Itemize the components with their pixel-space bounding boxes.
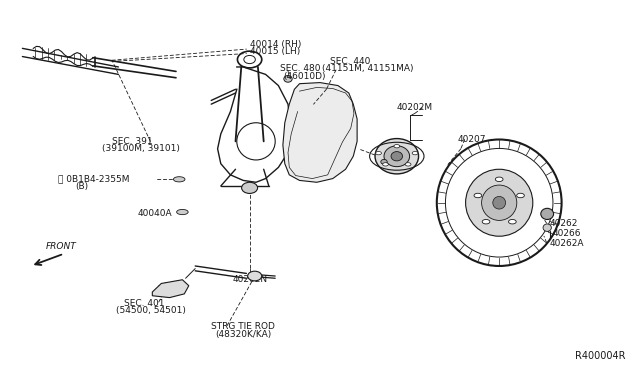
- Polygon shape: [283, 83, 357, 182]
- Text: 40262A: 40262A: [549, 239, 584, 248]
- Text: (41151M, 41151MA): (41151M, 41151MA): [322, 64, 413, 73]
- Text: SEC. 480: SEC. 480: [280, 64, 321, 73]
- Text: (39100M, 39101): (39100M, 39101): [102, 144, 180, 153]
- Ellipse shape: [541, 208, 554, 219]
- Ellipse shape: [495, 177, 503, 182]
- Ellipse shape: [466, 169, 533, 236]
- Text: FRONT: FRONT: [46, 242, 77, 251]
- Polygon shape: [152, 280, 189, 298]
- Text: 40262: 40262: [549, 219, 577, 228]
- Text: 40262N: 40262N: [232, 275, 268, 284]
- Ellipse shape: [412, 151, 418, 155]
- Ellipse shape: [391, 152, 403, 161]
- Ellipse shape: [384, 146, 410, 167]
- Text: (B): (B): [76, 182, 89, 191]
- Text: SEC. 401: SEC. 401: [124, 299, 164, 308]
- Text: 40222: 40222: [381, 148, 409, 157]
- Text: 40014 (RH): 40014 (RH): [250, 40, 301, 49]
- Ellipse shape: [376, 151, 381, 155]
- Text: Ⓑ 0B1B4-2355M: Ⓑ 0B1B4-2355M: [58, 175, 129, 184]
- Ellipse shape: [284, 76, 292, 82]
- Text: (54500, 54501): (54500, 54501): [116, 306, 186, 315]
- Ellipse shape: [375, 138, 419, 174]
- Text: 40202M: 40202M: [397, 103, 433, 112]
- Ellipse shape: [173, 177, 185, 182]
- Text: 40040A: 40040A: [138, 209, 172, 218]
- Ellipse shape: [383, 163, 388, 166]
- Ellipse shape: [405, 163, 411, 166]
- Text: R400004R: R400004R: [575, 352, 626, 361]
- Ellipse shape: [482, 219, 490, 224]
- Ellipse shape: [493, 196, 506, 209]
- Text: (48320K/KA): (48320K/KA): [216, 330, 272, 339]
- Ellipse shape: [394, 144, 400, 148]
- Text: STRG TIE ROD: STRG TIE ROD: [211, 322, 275, 331]
- Ellipse shape: [482, 185, 517, 220]
- Ellipse shape: [248, 271, 262, 281]
- Ellipse shape: [543, 224, 552, 231]
- Ellipse shape: [516, 193, 524, 198]
- Text: 40266: 40266: [552, 229, 581, 238]
- Ellipse shape: [381, 159, 387, 164]
- Ellipse shape: [509, 219, 516, 224]
- Ellipse shape: [474, 193, 482, 198]
- Ellipse shape: [177, 209, 188, 215]
- Text: 40015 (LH): 40015 (LH): [250, 47, 300, 56]
- Ellipse shape: [242, 182, 258, 193]
- Text: 40207: 40207: [458, 135, 486, 144]
- Text: SEC. 440: SEC. 440: [330, 57, 370, 66]
- Text: SEC. 391: SEC. 391: [112, 137, 152, 146]
- Text: (46010D): (46010D): [283, 72, 325, 81]
